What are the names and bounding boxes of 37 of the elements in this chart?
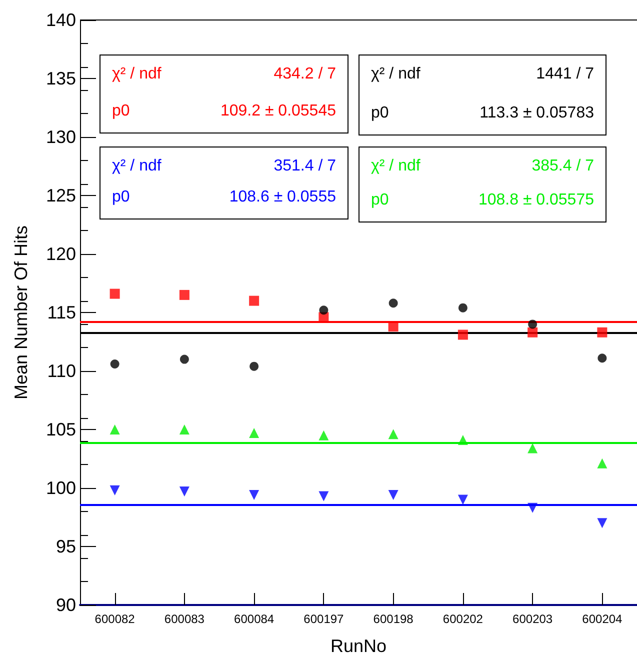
y-tick-label: 125 xyxy=(46,186,76,206)
y-tick-label: 140 xyxy=(46,10,76,30)
annotation: χ² / ndf xyxy=(371,66,421,82)
y-tick-label: 90 xyxy=(56,595,76,615)
annotation: 351.4 / 7 xyxy=(274,158,336,174)
annotation: χ² / ndf xyxy=(112,66,162,82)
annotation: 385.4 / 7 xyxy=(532,158,594,174)
x-tick-label: 600203 xyxy=(512,612,553,626)
y-tick-label: 100 xyxy=(46,478,76,498)
annotation: p0 xyxy=(112,188,130,206)
y-tick-label: 95 xyxy=(56,536,76,556)
x-tick-label: 600084 xyxy=(234,612,274,626)
annotation: p0 xyxy=(371,104,389,122)
y-tick-label: 135 xyxy=(46,68,76,88)
annotation: 113.3 ± 0.05783 xyxy=(480,104,594,122)
annotation: 108.8 ± 0.05575 xyxy=(478,192,594,208)
y-tick-label: 120 xyxy=(46,244,76,264)
y-axis-title: Mean Number Of Hits xyxy=(11,225,31,400)
y-tick-label: 105 xyxy=(46,420,76,440)
y-tick-label: 110 xyxy=(47,361,76,381)
annotation: 109.2 ± 0.05545 xyxy=(220,102,336,120)
annotation: 1441 / 7 xyxy=(536,66,594,82)
y-tick-label: 130 xyxy=(46,127,76,147)
x-tick-label: 600197 xyxy=(304,612,344,626)
annotation: 434.2 / 7 xyxy=(274,66,336,82)
annotation: χ² / ndf xyxy=(112,158,162,174)
y-tick-label: 115 xyxy=(47,302,76,322)
annotation: 108.6 ± 0.0555 xyxy=(229,188,336,206)
annotation: χ² / ndf xyxy=(371,158,421,174)
x-tick-label: 600082 xyxy=(94,612,136,626)
x-tick-label: 600202 xyxy=(442,612,484,626)
annotation: p0 xyxy=(371,192,389,208)
x-tick-label: 600204 xyxy=(582,612,623,626)
annotation: p0 xyxy=(112,102,130,120)
x-axis-title: RunNo xyxy=(330,636,387,656)
x-tick-label: 600083 xyxy=(164,612,205,626)
x-tick-label: 600198 xyxy=(373,612,414,626)
